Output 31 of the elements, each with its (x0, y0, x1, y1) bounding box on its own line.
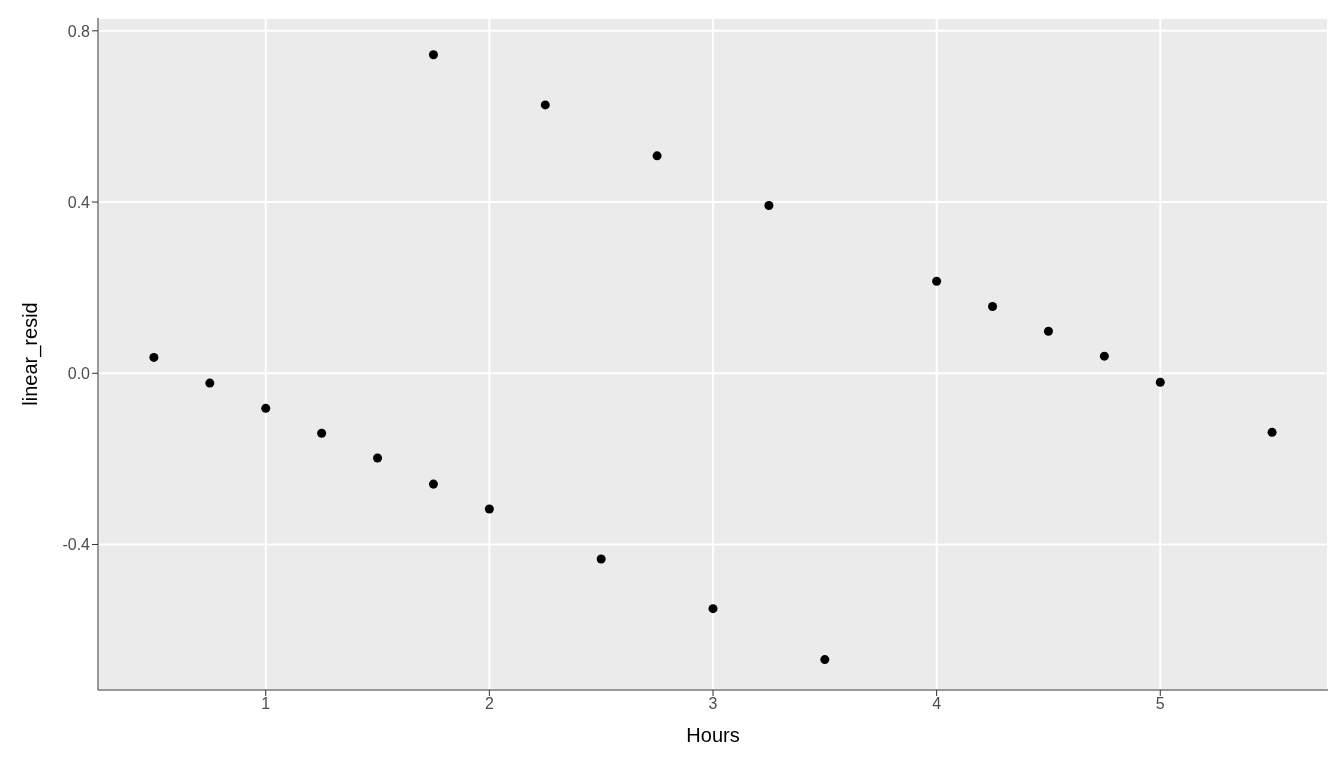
point (149, 352, 159, 362)
x-tick-label: 3 (708, 695, 718, 713)
y-tick-label: 0.8 (67, 22, 91, 40)
point (596, 554, 606, 564)
point (317, 428, 327, 438)
point (1099, 351, 1109, 361)
y-tick-label: -0.4 (62, 536, 91, 554)
point (652, 151, 662, 161)
x-tick-label: 5 (1155, 695, 1165, 713)
point (540, 100, 550, 110)
point (764, 200, 774, 210)
point (932, 276, 942, 286)
point (988, 301, 998, 311)
y-axis-title: linear_resid (19, 302, 43, 406)
point (373, 453, 383, 463)
x-tick-label: 1 (261, 695, 271, 713)
point (708, 604, 718, 614)
y-tick-label: 0.4 (67, 193, 91, 211)
point (1267, 427, 1277, 437)
point (1155, 377, 1165, 387)
point (428, 50, 438, 60)
point (205, 378, 215, 388)
point (484, 504, 494, 514)
x-tick-label: 2 (484, 695, 494, 713)
point (1043, 326, 1053, 336)
y-tick-label: 0.0 (67, 364, 91, 382)
point (428, 479, 438, 489)
x-axis-title: Hours (686, 724, 740, 746)
point (820, 655, 830, 665)
x-tick-label: 4 (932, 695, 942, 713)
point (261, 403, 271, 413)
